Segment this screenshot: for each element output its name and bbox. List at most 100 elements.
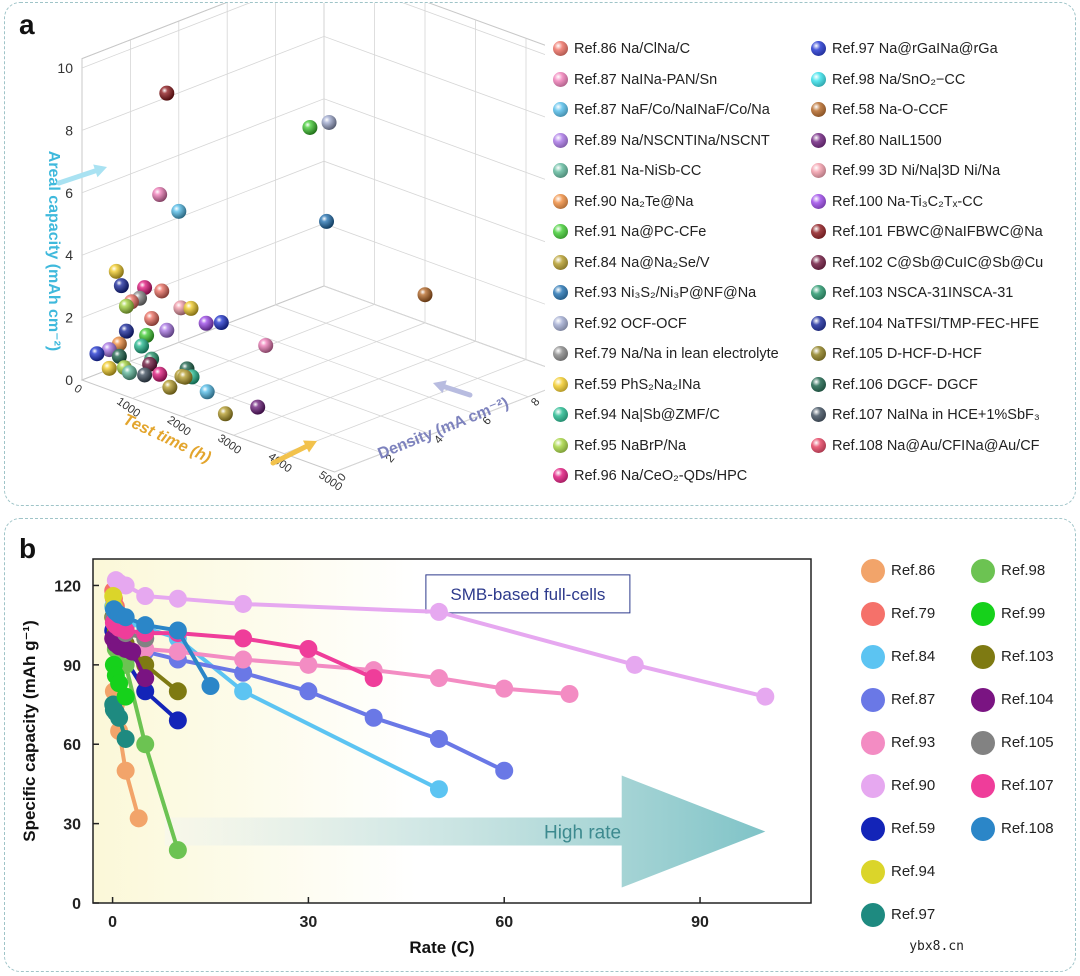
series-point: [234, 629, 253, 648]
series-point: [495, 761, 514, 780]
legend-ball-icon: [553, 315, 568, 331]
legend-ball-icon: [811, 407, 826, 422]
legend-label: Ref.105: [1001, 734, 1054, 751]
series-point: [429, 729, 448, 748]
y-tick-label: 0: [72, 896, 81, 913]
legend-label: Ref.84: [891, 648, 936, 665]
legend-label: Ref.80 NaIL1500: [832, 132, 942, 149]
series-point: [136, 735, 155, 754]
legend-label: Ref.102 C@Sb@CuIC@Sb@Cu: [832, 254, 1044, 271]
y-axis-arrow-head: [433, 380, 447, 394]
legend-label: Ref.92 OCF-OCF: [574, 315, 687, 332]
legend-label: Ref.90: [891, 777, 936, 794]
series-point: [429, 669, 448, 688]
series-point: [116, 621, 135, 640]
series-Ref.99: [104, 655, 135, 706]
scatter-point: [152, 187, 168, 203]
series-point: [560, 684, 579, 703]
panel-b: b High rate SMB-based full-cells 0 30 60 90 12…: [4, 518, 1076, 972]
legend-label: Ref.81 Na-NiSb-CC: [574, 163, 702, 179]
legend-ball-icon: [553, 285, 568, 300]
z-tick-label: 8: [65, 122, 73, 138]
legend-label: Ref.99 3D Ni/Na|3D Ni/Na: [832, 163, 1001, 179]
legend-ball-icon: [553, 193, 568, 209]
series-point: [136, 682, 155, 701]
scatter-point: [89, 346, 105, 362]
scatter-point: [159, 85, 175, 101]
grid-line: [323, 3, 545, 367]
legend-label: Ref.84 Na@Na₂Se/V: [574, 254, 710, 271]
annotation-label: SMB-based full-cells: [450, 585, 605, 604]
legend-label: Ref.59 PhS₂Na₂INa: [574, 376, 701, 393]
legend-ball-icon: [811, 102, 826, 117]
legend-ball-icon: [811, 315, 826, 331]
legend-ball-icon: [811, 285, 826, 300]
legend-label: Ref.101 FBWC@NaIFBWC@Na: [832, 224, 1043, 240]
legend-label: Ref.104: [1001, 691, 1054, 708]
legend-dot-icon: [971, 688, 995, 712]
legend-ball-icon: [811, 71, 826, 87]
x-axis-title: Rate (C): [409, 938, 474, 957]
legend-ball-icon: [553, 346, 568, 361]
legend-label: Ref.87 NaF/Co/NaINaF/Co/Na: [574, 102, 770, 118]
legend-label: Ref.86: [891, 562, 936, 579]
z-tick-label: 0: [65, 372, 73, 388]
scatter-point: [258, 337, 274, 353]
series-point: [168, 711, 187, 730]
panel-letter-a: a: [19, 9, 35, 40]
legend-label: Ref.91 Na@PC-CFe: [574, 224, 707, 240]
legend-dot-icon: [861, 645, 885, 669]
y-tick-label: 8: [529, 396, 542, 409]
legend-ball-icon: [553, 224, 568, 239]
legend-ball-icon: [811, 254, 826, 270]
z-axis-arrow: [56, 167, 102, 186]
series-Ref.97: [104, 695, 135, 748]
legend-label: Ref.96 Na/CeO₂-QDs/HPC: [574, 468, 748, 484]
scatter-point: [213, 315, 229, 331]
legend-ball-icon: [553, 132, 568, 148]
legend-ball-icon: [811, 132, 826, 148]
grid-line: [275, 3, 529, 398]
legend-ball-icon: [811, 163, 826, 178]
series-point: [123, 642, 142, 661]
series-point: [234, 650, 253, 669]
legend-label: Ref.94: [891, 863, 936, 880]
series-point: [234, 682, 253, 701]
annotation-box: [425, 574, 631, 614]
floor: [80, 285, 545, 473]
series-Ref.108: [104, 600, 220, 696]
scatter-point: [134, 338, 150, 354]
legend-label: Ref.58 Na-O-CCF: [832, 102, 949, 118]
series-point: [116, 576, 135, 595]
grid-line: [178, 21, 432, 435]
series-point: [116, 761, 135, 780]
axes-frame: [80, 3, 545, 473]
series-point: [234, 663, 253, 682]
legend-label: Ref.94 Na|Sb@ZMF/C: [574, 407, 720, 423]
series-point: [168, 621, 187, 640]
scatter-point: [101, 360, 117, 376]
legend-label: Ref.98 Na/SnO₂−CC: [832, 71, 966, 88]
scatter-point: [137, 367, 153, 383]
legend-ball-icon: [811, 41, 826, 56]
series-point: [364, 669, 383, 688]
series-point: [110, 708, 129, 727]
legend-label: Ref.108: [1001, 820, 1054, 837]
series-point: [234, 594, 253, 613]
scatter-point: [154, 283, 170, 299]
legend-ball-icon: [553, 407, 568, 422]
legend-label: Ref.105 D-HCF-D-HCF: [832, 346, 982, 362]
scatter-point: [152, 366, 168, 382]
legend-label: Ref.87: [891, 691, 936, 708]
legend-label: Ref.93: [891, 734, 936, 751]
legend-label: Ref.97: [891, 906, 936, 923]
legend-dot-icon: [861, 731, 885, 755]
legend-label: Ref.93 Ni₃S₂/Ni₃P@NF@Na: [574, 285, 757, 301]
legend-label: Ref.86 Na/ClNa/C: [574, 41, 691, 57]
legend-dot-icon: [971, 817, 995, 841]
series-point: [116, 729, 135, 748]
series-point: [116, 608, 135, 627]
scatter-point: [319, 213, 335, 229]
legend-ball-icon: [811, 376, 826, 392]
scatter-point: [177, 369, 193, 385]
